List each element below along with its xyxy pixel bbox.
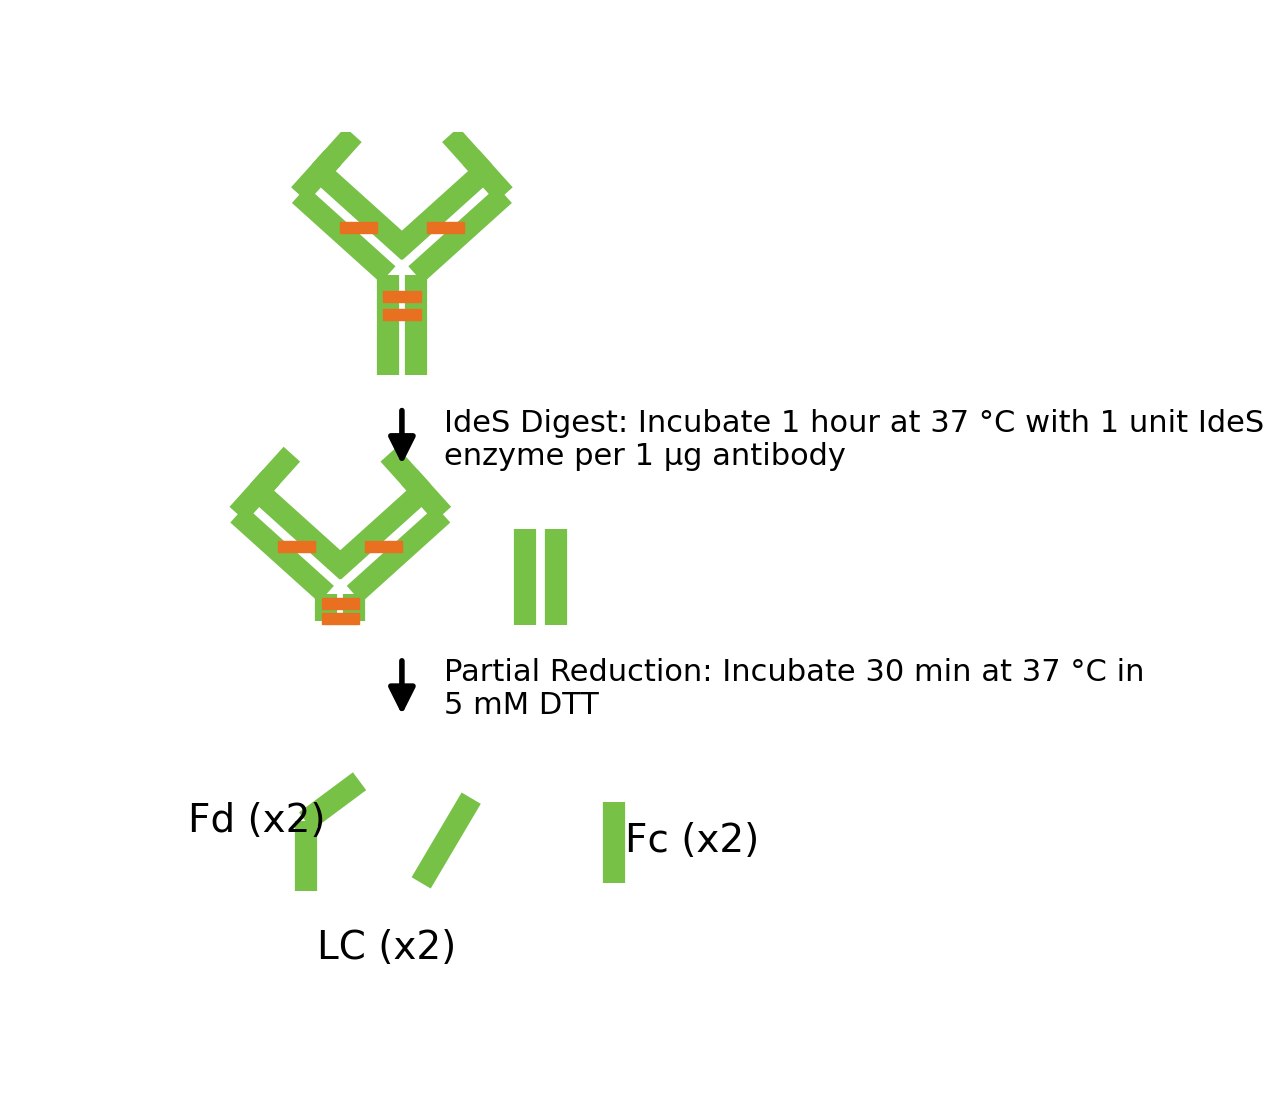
Bar [340, 221, 376, 232]
Text: Fc (x2): Fc (x2) [625, 821, 759, 860]
Bar [383, 309, 421, 320]
Text: IdeS Digest: Incubate 1 hour at 37 °C with 1 unit IdeS
enzyme per 1 μg antibody: IdeS Digest: Incubate 1 hour at 37 °C wi… [444, 408, 1265, 471]
Bar [365, 542, 402, 552]
Text: Partial Reduction: Incubate 30 min at 37 °C in
5 mM DTT: Partial Reduction: Incubate 30 min at 37… [444, 657, 1144, 720]
Bar [278, 542, 315, 552]
Bar [321, 598, 360, 609]
Text: LC (x2): LC (x2) [317, 929, 456, 968]
Bar [321, 613, 360, 624]
Bar [428, 221, 463, 232]
Text: Fd (x2): Fd (x2) [188, 803, 325, 840]
Bar [383, 291, 421, 302]
